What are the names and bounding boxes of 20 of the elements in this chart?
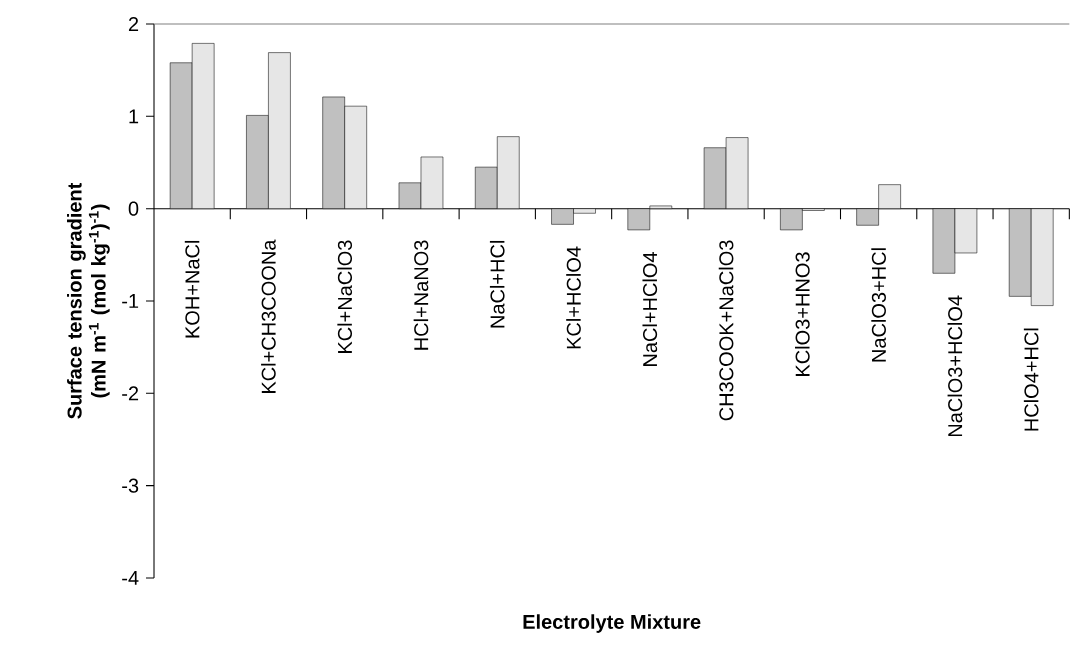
x-tick-label: NaCl+HClO4 bbox=[642, 252, 658, 366]
y-tick-label: 2 bbox=[128, 17, 139, 31]
x-tick-label: HClO4+HCl bbox=[1023, 328, 1039, 431]
x-tick-label: HCl+NaNO3 bbox=[413, 240, 429, 350]
x-tick-label: KOH+NaCl bbox=[184, 240, 200, 338]
y-tick-label: 0 bbox=[128, 201, 139, 216]
x-tick-label: NaCl+HCl bbox=[489, 240, 505, 328]
y-tick-label: -4 bbox=[122, 571, 139, 585]
y-tick-label: -2 bbox=[122, 386, 139, 401]
x-axis-title: Electrolyte Mixture bbox=[523, 614, 701, 633]
x-tick-label: CH3COOK+NaClO3 bbox=[718, 240, 734, 421]
x-tick-label: KCl+CH3COONa bbox=[261, 239, 276, 393]
x-tick-label: KCl+NaClO3 bbox=[337, 240, 353, 353]
x-tick-label: NaClO3+HClO4 bbox=[947, 295, 963, 437]
x-tick-label: NaClO3+HCl bbox=[871, 248, 886, 362]
y-tick-label: -3 bbox=[122, 478, 139, 493]
x-tick-label: KCl+HClO4 bbox=[566, 246, 581, 349]
x-tick-label: KClO3+HNO3 bbox=[795, 252, 810, 376]
y-tick-label: -1 bbox=[122, 294, 139, 308]
y-tick-label: 1 bbox=[129, 109, 139, 124]
